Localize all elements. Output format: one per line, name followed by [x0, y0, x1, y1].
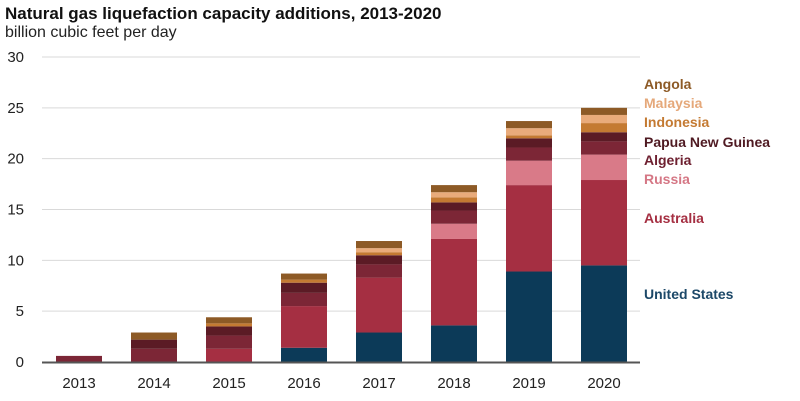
bar-segment-australia	[206, 348, 252, 362]
bar-stack-2018	[431, 185, 477, 362]
bar-segment-russia	[431, 223, 477, 239]
bar-segment-algeria	[356, 264, 402, 278]
bar-segment-united-states	[506, 271, 552, 362]
bar-segment-angola	[506, 121, 552, 129]
bar-stack-2017	[356, 241, 402, 362]
bar-segment-papua-new-guinea	[356, 255, 402, 265]
legend-label-united-states: United States	[644, 286, 734, 302]
x-tick-label: 2020	[587, 375, 620, 392]
bar-stack-2020	[581, 107, 627, 362]
bar-segment-indonesia	[206, 323, 252, 327]
bar-segment-algeria	[131, 348, 177, 362]
bar-segment-angola	[356, 241, 402, 249]
bar-segment-malaysia	[431, 192, 477, 198]
legend-label-malaysia: Malaysia	[644, 95, 703, 111]
bar-segment-russia	[581, 154, 627, 181]
bar-stack-2014	[131, 332, 177, 362]
bar-segment-indonesia	[281, 279, 327, 283]
chart-subtitle: billion cubic feet per day	[5, 24, 177, 41]
bar-segment-papua-new-guinea	[506, 138, 552, 148]
bar-segment-russia	[506, 160, 552, 186]
bar-segment-papua-new-guinea	[206, 326, 252, 336]
bar-segment-algeria	[431, 210, 477, 224]
bar-segment-algeria	[56, 355, 102, 362]
bar-segment-australia	[581, 180, 627, 266]
bar-segment-indonesia	[506, 135, 552, 139]
bar-segment-algeria	[581, 141, 627, 155]
legend: Angola Malaysia Indonesia Papua New Guinea A…	[644, 76, 770, 302]
bar-segment-papua-new-guinea	[431, 202, 477, 211]
bar-segment-australia	[281, 306, 327, 348]
bar-segment-angola	[581, 107, 627, 115]
y-tick-label: 0	[16, 354, 24, 371]
legend-label-angola: Angola	[644, 76, 692, 92]
x-tick-label: 2013	[62, 375, 95, 392]
y-tick-label: 20	[7, 151, 24, 168]
bar-segment-australia	[431, 238, 477, 326]
x-tick-label: 2018	[437, 375, 470, 392]
x-tick-label: 2016	[287, 375, 320, 392]
bar-segment-algeria	[206, 335, 252, 349]
legend-label-russia: Russia	[644, 171, 690, 187]
bar-stack-2013	[56, 355, 102, 362]
x-axis-ticks: 2013 2014 2015 2016 2017 2018 2019 2020	[62, 375, 620, 392]
bar-segment-indonesia	[581, 123, 627, 133]
bars	[56, 107, 627, 362]
bar-segment-united-states	[356, 332, 402, 362]
bar-segment-united-states	[431, 325, 477, 362]
y-tick-label: 5	[16, 303, 24, 320]
bar-segment-algeria	[506, 147, 552, 161]
bar-segment-algeria	[281, 292, 327, 307]
bar-segment-indonesia	[431, 197, 477, 203]
bar-segment-angola	[206, 317, 252, 324]
y-tick-label: 25	[7, 100, 24, 117]
y-tick-label: 15	[7, 202, 24, 219]
bar-segment-malaysia	[356, 248, 402, 253]
bar-segment-united-states	[281, 347, 327, 362]
bar-stack-2015	[206, 317, 252, 362]
legend-label-indonesia: Indonesia	[644, 114, 710, 130]
legend-label-papua-new-guinea: Papua New Guinea	[644, 134, 770, 150]
bar-segment-papua-new-guinea	[581, 132, 627, 142]
y-axis-ticks: 0 5 10 15 20 25 30	[7, 49, 24, 371]
bar-segment-papua-new-guinea	[281, 282, 327, 293]
legend-label-australia: Australia	[644, 210, 704, 226]
y-tick-label: 30	[7, 49, 24, 66]
bar-segment-australia	[506, 185, 552, 272]
bar-segment-malaysia	[581, 114, 627, 124]
x-tick-label: 2017	[362, 375, 395, 392]
bar-segment-papua-new-guinea	[131, 339, 177, 349]
y-tick-label: 10	[7, 252, 24, 269]
x-tick-label: 2014	[137, 375, 170, 392]
bar-segment-angola	[131, 332, 177, 340]
x-tick-label: 2015	[212, 375, 245, 392]
bar-stack-2019	[506, 121, 552, 362]
chart-title: Natural gas liquefaction capacity additi…	[5, 4, 442, 23]
bar-segment-indonesia	[356, 252, 402, 256]
legend-label-algeria: Algeria	[644, 152, 692, 168]
bar-stack-2016	[281, 273, 327, 362]
bar-segment-australia	[356, 277, 402, 333]
bar-segment-angola	[431, 185, 477, 193]
bar-segment-angola	[281, 273, 327, 280]
bar-segment-malaysia	[506, 128, 552, 136]
x-tick-label: 2019	[512, 375, 545, 392]
bar-segment-united-states	[581, 265, 627, 362]
